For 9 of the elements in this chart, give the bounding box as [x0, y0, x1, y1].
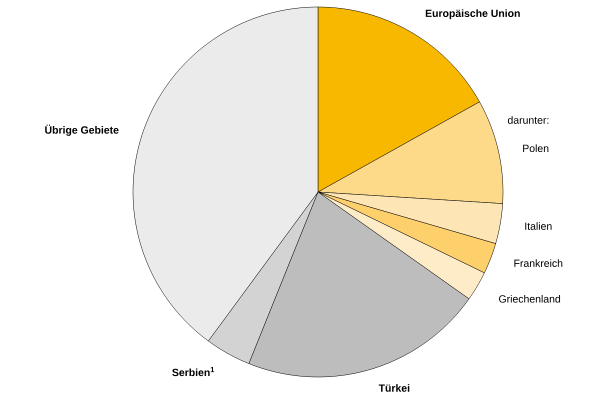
slice-label: Serbien$^{1}$	[172, 367, 214, 376]
slice-label: Polen	[523, 144, 548, 152]
slice-label: Frankreich	[514, 259, 562, 267]
slice-label: Übrige Gebiete	[45, 124, 119, 136]
slice-label: Türkei	[378, 384, 410, 392]
slice-label: Italien	[525, 222, 552, 230]
text: darunter:	[508, 116, 548, 124]
slice-label: Europäische Union	[426, 9, 520, 20]
slice-label: Griechenland	[499, 294, 560, 303]
